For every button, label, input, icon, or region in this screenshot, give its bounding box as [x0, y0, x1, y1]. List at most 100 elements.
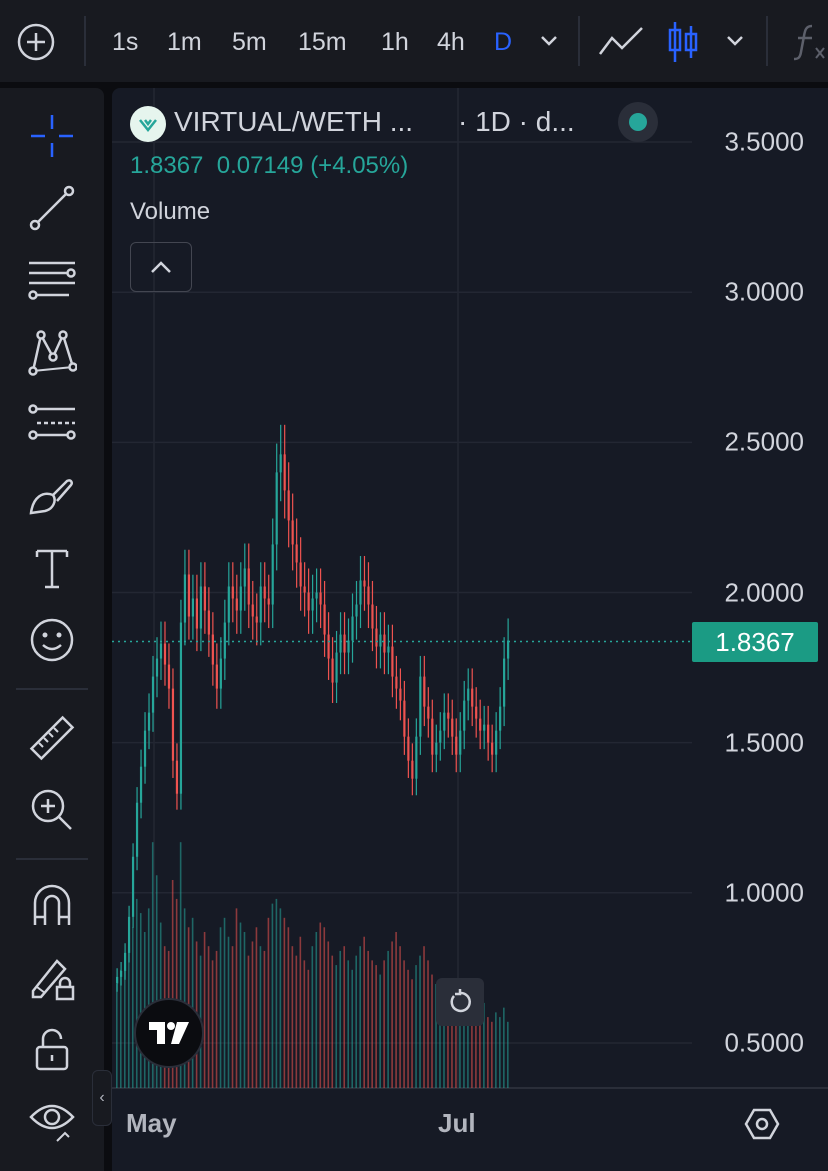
candle-body: [131, 856, 135, 917]
volume-bar: [371, 960, 373, 1088]
price-axis-tick-label: 1.0000: [724, 877, 804, 908]
candle-body: [323, 604, 326, 635]
candle-body: [367, 586, 370, 605]
volume-indicator-label[interactable]: Volume: [130, 198, 211, 225]
volume-bar: [151, 842, 154, 1088]
volume-bar: [191, 917, 194, 1088]
symbol-name[interactable]: VIRTUAL/WETH ...: [174, 106, 414, 137]
candle-body: [287, 490, 290, 521]
chart-style-line-button[interactable]: [598, 24, 646, 60]
add-symbol-button[interactable]: [16, 22, 56, 62]
interval-5m[interactable]: 5m: [232, 28, 267, 56]
tradingview-logo[interactable]: [134, 998, 204, 1068]
volume-bar: [175, 898, 178, 1088]
candle-body: [283, 454, 286, 491]
interval-1h[interactable]: 1h: [381, 28, 409, 56]
volume-bar: [267, 917, 270, 1088]
volume-bar: [419, 955, 421, 1088]
volume-bar: [339, 950, 342, 1088]
chevron-up-icon: [151, 261, 171, 273]
magnet-tool[interactable]: [24, 878, 80, 934]
status-dot-icon: [629, 113, 647, 131]
ruler-icon: [29, 715, 75, 761]
interval-1s[interactable]: 1s: [112, 28, 139, 56]
interval-1m[interactable]: 1m: [167, 28, 202, 56]
candle-body: [351, 616, 354, 641]
volume-bar: [283, 917, 286, 1088]
chart-settings-button[interactable]: [744, 1106, 780, 1142]
interval-dropdown[interactable]: [538, 32, 560, 50]
pattern-tool[interactable]: [24, 324, 80, 380]
volume-bar: [119, 969, 122, 1088]
volume-bar: [275, 898, 278, 1088]
candle-body: [315, 592, 318, 599]
measure-tool[interactable]: [24, 710, 80, 766]
emoji-tool[interactable]: [24, 612, 80, 668]
hide-drawings-tool[interactable]: [24, 1092, 80, 1148]
last-price-value: 1.8367: [130, 152, 204, 179]
volume-bar: [431, 974, 433, 1088]
toolbar-divider: [578, 16, 580, 66]
candle-body: [247, 568, 250, 605]
toolbar-divider: [766, 16, 768, 66]
change-value: 0.07149: [216, 152, 304, 179]
candle-body: [467, 688, 470, 701]
chevron-down-icon: [541, 36, 557, 46]
market-status-indicator[interactable]: [618, 102, 658, 142]
candle-body: [403, 700, 406, 737]
brush-tool[interactable]: [24, 468, 80, 524]
volume-bar: [127, 946, 130, 1088]
volume-bar: [243, 932, 246, 1088]
volume-bar: [223, 917, 226, 1088]
collapse-legend-button[interactable]: [130, 242, 192, 292]
candle-body: [359, 580, 362, 605]
volume-bar: [347, 960, 350, 1088]
forecast-tool[interactable]: [24, 396, 80, 452]
candle-body: [335, 652, 338, 683]
interval-d[interactable]: D: [494, 28, 513, 56]
volume-bar: [363, 936, 365, 1088]
zoom-in-tool[interactable]: [24, 782, 80, 838]
chart-style-candles-button[interactable]: [666, 20, 700, 64]
volume-bar: [451, 984, 453, 1088]
trend-line-tool[interactable]: [24, 180, 80, 236]
candle-body: [387, 646, 390, 653]
function-icon: [793, 24, 825, 61]
candle-body: [307, 592, 310, 611]
candle-body: [475, 706, 478, 719]
volume-bar: [323, 927, 326, 1088]
chart-pane[interactable]: VIRTUAL/WETH ... · 1D · d... 1.8367 0.07…: [112, 88, 828, 1171]
lock-drawing-tool[interactable]: [24, 950, 80, 1006]
chevron-left-icon: ‹: [99, 1089, 105, 1106]
crosshair-tool[interactable]: [24, 108, 80, 164]
fib-retracement-tool[interactable]: [24, 252, 80, 308]
candle-body: [175, 760, 179, 794]
last-price-tag: 1.8367: [692, 621, 818, 662]
volume-bar: [287, 927, 290, 1088]
price-axis-tick-label: 2.0000: [724, 577, 804, 607]
volume-bar: [207, 946, 210, 1088]
plus-circle-icon: [17, 23, 55, 61]
reset-icon: [450, 989, 471, 1013]
interval-15m[interactable]: 15m: [298, 28, 347, 56]
token-logo: [130, 106, 166, 142]
brush-icon: [29, 479, 74, 515]
candle-body: [243, 568, 246, 587]
chart-style-dropdown[interactable]: [724, 32, 746, 50]
price-axis-tick-label: 0.5000: [724, 1027, 804, 1058]
price-chart[interactable]: [112, 88, 828, 1171]
lock-all-tool[interactable]: [24, 1022, 80, 1078]
candle-body: [143, 730, 147, 767]
volume-bar: [123, 960, 126, 1088]
text-tool[interactable]: [24, 540, 80, 596]
reset-chart-button[interactable]: [436, 978, 484, 1026]
candle-body: [343, 634, 346, 653]
toolbar-collapse-button[interactable]: ‹: [92, 1070, 112, 1126]
indicators-button[interactable]: [790, 22, 828, 62]
candle-body: [411, 760, 414, 779]
interval-4h[interactable]: 4h: [437, 28, 465, 56]
volume-bar: [239, 922, 242, 1088]
volume-bar: [387, 950, 389, 1088]
candle-body: [383, 634, 386, 653]
volume-bar: [399, 946, 401, 1088]
